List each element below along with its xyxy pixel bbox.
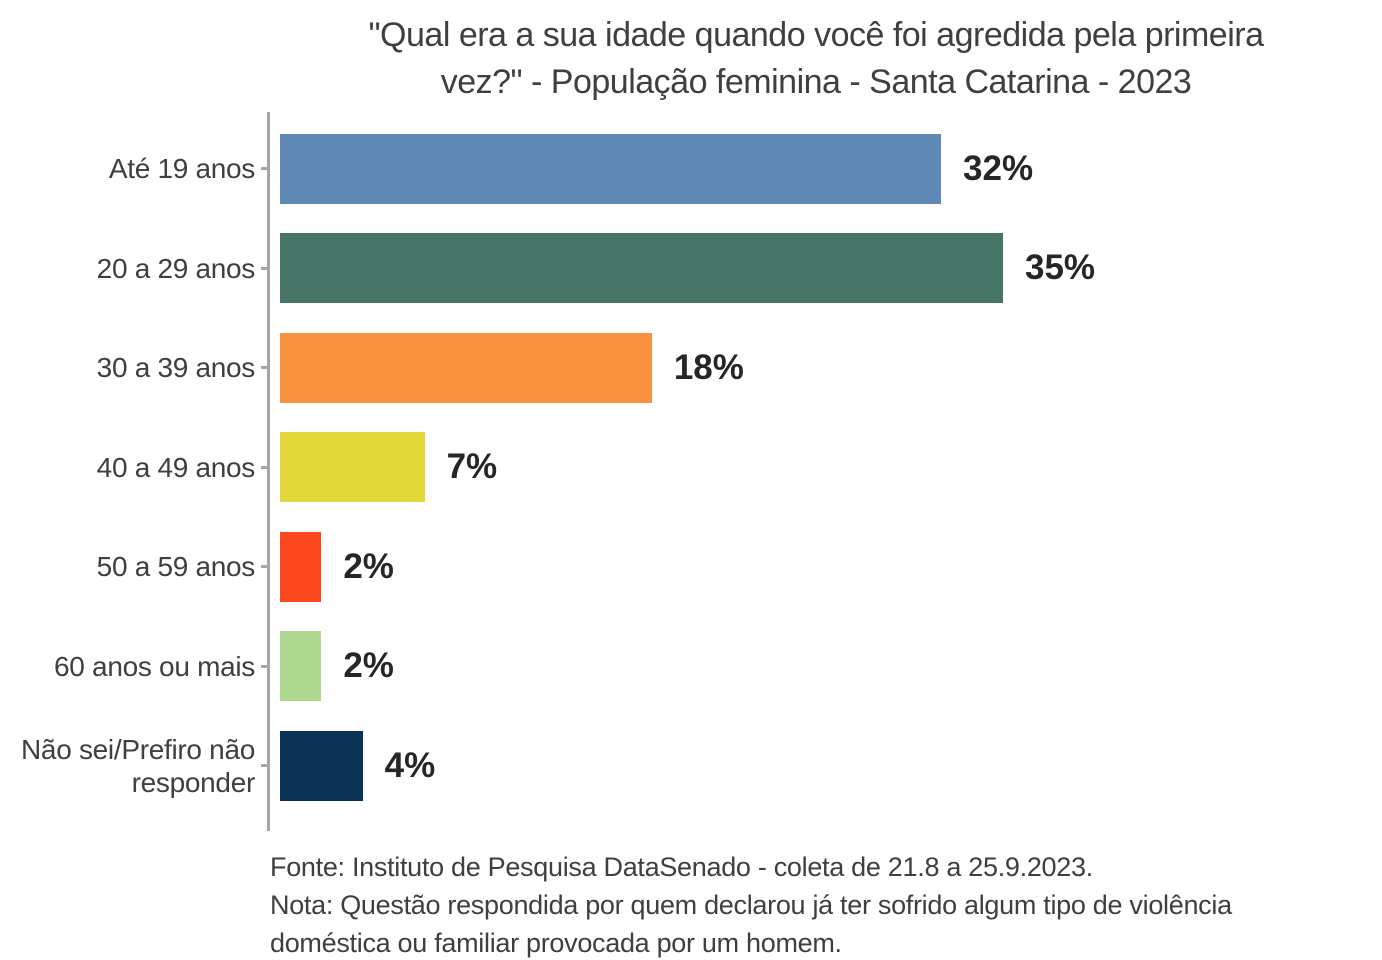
bar-cell: 7% bbox=[268, 418, 1382, 518]
bar bbox=[280, 133, 942, 204]
bar bbox=[280, 631, 322, 702]
axis-tick-icon bbox=[261, 266, 268, 270]
bar-row: Não sei/Prefiro não responder 4% bbox=[0, 716, 1382, 816]
bar-row: 50 a 59 anos 2% bbox=[0, 517, 1382, 617]
value-label: 32% bbox=[963, 148, 1034, 188]
bar-cell: 2% bbox=[268, 617, 1382, 717]
bar-cell: 18% bbox=[268, 318, 1382, 418]
category-label: 40 a 49 anos bbox=[0, 451, 268, 484]
chart-title-line1: "Qual era a sua idade quando você foi ag… bbox=[368, 16, 1264, 54]
bar bbox=[280, 233, 1003, 304]
bar-row: 20 a 29 anos 35% bbox=[0, 219, 1382, 319]
chart-title-line2: vez?" - População feminina - Santa Catar… bbox=[440, 63, 1192, 101]
bar bbox=[280, 531, 322, 602]
category-label: 30 a 39 anos bbox=[0, 351, 268, 384]
y-axis-line bbox=[267, 112, 270, 831]
bar-row: 30 a 39 anos 18% bbox=[0, 318, 1382, 418]
category-label-text: 30 a 39 anos bbox=[96, 352, 256, 384]
axis-tick-icon bbox=[261, 565, 268, 569]
bar-row: 60 anos ou mais 2% bbox=[0, 617, 1382, 717]
category-label-text: 20 a 29 anos bbox=[96, 252, 256, 284]
value-label: 4% bbox=[384, 745, 436, 785]
axis-tick-icon bbox=[261, 764, 268, 768]
axis-tick-icon bbox=[261, 465, 268, 469]
category-label: Não sei/Prefiro não responder bbox=[0, 733, 268, 799]
bar bbox=[280, 730, 363, 801]
category-label-text: Até 19 anos bbox=[108, 153, 255, 185]
bar bbox=[280, 332, 652, 403]
source-line: Fonte: Instituto de Pesquisa DataSenado … bbox=[270, 852, 1093, 882]
source-note: Fonte: Instituto de Pesquisa DataSenado … bbox=[270, 848, 1380, 960]
plot-rows: Até 19 anos 32% 20 a 29 anos 35% 30 a 39 ano… bbox=[0, 119, 1382, 816]
category-label: 20 a 29 anos bbox=[0, 252, 268, 285]
category-label: 60 anos ou mais bbox=[0, 650, 268, 683]
category-label-text: 60 anos ou mais bbox=[54, 650, 255, 682]
category-label-text: 50 a 59 anos bbox=[96, 551, 256, 583]
category-label: 50 a 59 anos bbox=[0, 550, 268, 583]
bar-cell: 2% bbox=[268, 517, 1382, 617]
note-line-1: Nota: Questão respondida por quem declar… bbox=[270, 890, 1232, 920]
axis-tick-icon bbox=[261, 167, 268, 171]
axis-tick-icon bbox=[261, 366, 268, 370]
bar-cell: 35% bbox=[268, 219, 1382, 319]
bar-row: Até 19 anos 32% bbox=[0, 119, 1382, 219]
bar-row: 40 a 49 anos 7% bbox=[0, 418, 1382, 518]
bar-cell: 4% bbox=[268, 716, 1382, 816]
axis-tick-icon bbox=[261, 664, 268, 668]
value-label: 7% bbox=[446, 447, 498, 487]
value-label: 2% bbox=[343, 646, 394, 686]
value-label: 2% bbox=[343, 546, 394, 586]
category-label: Até 19 anos bbox=[0, 152, 268, 185]
value-label: 35% bbox=[1025, 248, 1096, 288]
value-label: 18% bbox=[673, 347, 744, 387]
note-line-2: doméstica ou familiar provocada por um h… bbox=[270, 928, 842, 958]
chart-title: "Qual era a sua idade quando você foi ag… bbox=[270, 12, 1362, 106]
category-label-text: Não sei/Prefiro não responder bbox=[21, 733, 255, 798]
bar-cell: 32% bbox=[268, 119, 1382, 219]
category-label-text: 40 a 49 anos bbox=[96, 451, 256, 483]
bar bbox=[280, 432, 425, 503]
